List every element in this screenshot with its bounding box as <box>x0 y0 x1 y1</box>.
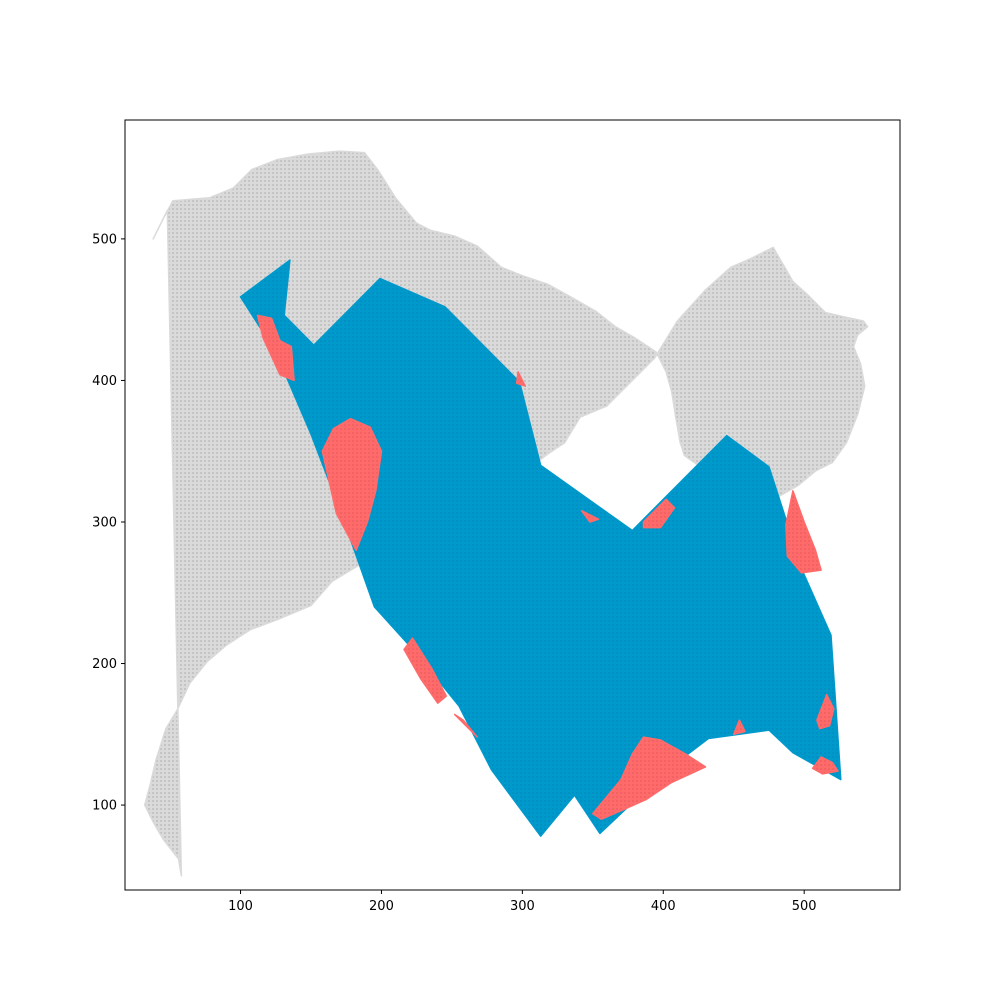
x-tick-label: 300 <box>510 899 535 914</box>
plot-frame <box>124 119 901 891</box>
outside-points-region-7 <box>592 736 707 820</box>
y-tick-label: 300 <box>92 515 117 530</box>
x-tick-label: 400 <box>651 899 676 914</box>
series-all-points <box>143 150 869 877</box>
y-axis: 100 200 300 400 500 <box>92 232 125 814</box>
x-tick-label: 100 <box>228 899 253 914</box>
outside-points-region-8 <box>732 719 746 736</box>
outside-points-region-2 <box>403 637 448 704</box>
outside-points-region-6 <box>642 498 676 529</box>
outside-points-region-4 <box>515 371 526 387</box>
outside-points-region-9 <box>785 490 822 574</box>
y-tick-label: 500 <box>92 232 117 247</box>
x-tick-label: 500 <box>792 899 817 914</box>
x-tick-label: 200 <box>369 899 394 914</box>
outside-points-region-1 <box>321 417 383 552</box>
series-hull-points <box>239 259 842 837</box>
x-axis: 100 200 300 400 500 <box>228 890 817 914</box>
plot-content <box>143 150 869 877</box>
outside-points-region-10 <box>816 693 835 730</box>
y-tick-label: 400 <box>92 374 117 389</box>
series-outside-points <box>256 314 839 820</box>
outside-points-region-11 <box>811 756 839 775</box>
outside-points-region-5 <box>580 509 600 523</box>
all-points-region-0 <box>143 150 869 877</box>
hull-points-region-0 <box>239 259 842 837</box>
y-tick-label: 200 <box>92 657 117 672</box>
outside-points-region-0 <box>256 314 295 382</box>
y-tick-label: 100 <box>92 799 117 814</box>
outside-points-region-3 <box>453 713 479 738</box>
